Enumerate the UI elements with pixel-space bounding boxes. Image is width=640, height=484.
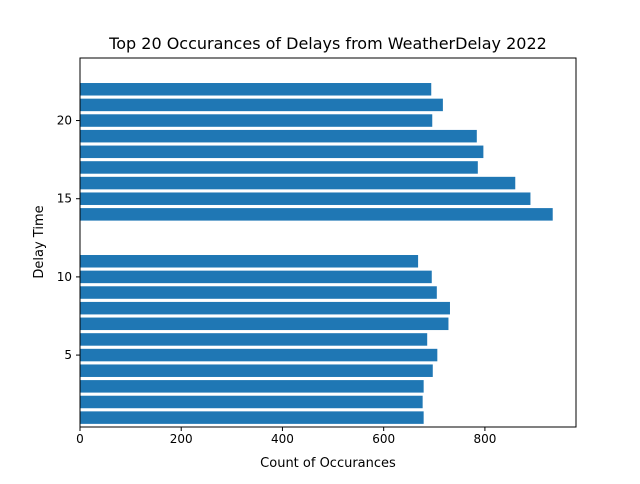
x-tick-label: 0 (76, 432, 84, 446)
bar-6 (80, 317, 449, 331)
bar-12 (80, 192, 531, 205)
bar-19 (80, 83, 432, 96)
chart-title: Top 20 Occurances of Delays from Weather… (108, 34, 547, 53)
bar-1 (80, 395, 423, 409)
bar-3 (80, 364, 433, 377)
bar-5 (80, 333, 428, 346)
x-axis-label: Count of Occurances (260, 456, 396, 471)
bar-2 (80, 380, 424, 393)
bar-14 (80, 161, 478, 174)
bar-17 (80, 114, 433, 127)
y-tick-label: 20 (57, 114, 72, 128)
bar-10 (80, 255, 419, 268)
bar-11 (80, 208, 553, 221)
bar-16 (80, 129, 477, 143)
y-tick-label: 10 (57, 270, 72, 284)
y-axis-label: Delay Time (32, 205, 47, 278)
x-tick-label: 800 (473, 432, 496, 446)
plot-area-frame (79, 57, 577, 428)
y-tick-label: 15 (57, 192, 72, 206)
x-tick-label: 200 (170, 432, 193, 446)
bar-18 (80, 98, 443, 112)
bar-9 (80, 270, 432, 284)
x-tick-label: 400 (271, 432, 294, 446)
bars (80, 83, 553, 424)
y-tick-label: 5 (64, 348, 72, 362)
x-tick-label: 600 (372, 432, 395, 446)
bar-0 (80, 411, 424, 424)
x-axis-ticks: 0 200 400 600 800 (76, 427, 496, 446)
bar-15 (80, 145, 484, 159)
bar-13 (80, 176, 516, 190)
bar-7 (80, 301, 450, 315)
bar-8 (80, 286, 437, 299)
y-axis-ticks: 5 10 15 20 (57, 114, 80, 362)
bar-4 (80, 348, 438, 362)
